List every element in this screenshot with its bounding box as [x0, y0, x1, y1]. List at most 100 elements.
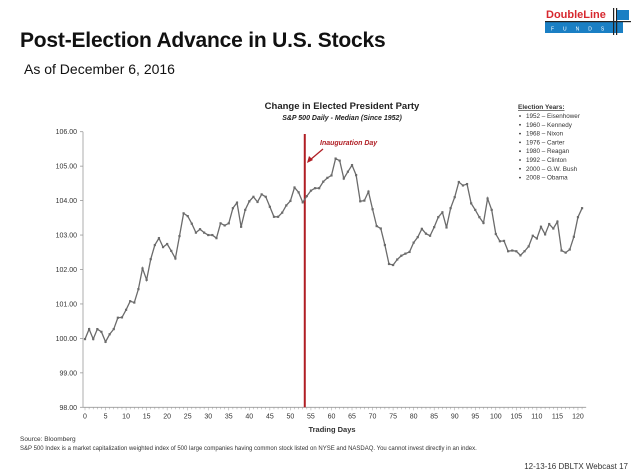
data-point	[523, 250, 526, 253]
data-point	[231, 207, 234, 210]
data-point	[219, 222, 222, 225]
x-tick-label: 100	[490, 413, 502, 420]
data-point	[170, 249, 173, 252]
data-point	[244, 208, 247, 212]
bullet-icon	[519, 159, 521, 161]
data-point	[433, 226, 436, 229]
data-point	[355, 174, 358, 177]
data-point	[527, 245, 530, 248]
data-point	[194, 231, 198, 234]
y-tick-label: 101.00	[56, 301, 78, 308]
y-tick-label: 100.00	[56, 336, 78, 343]
data-point	[313, 187, 317, 190]
arrowhead-icon	[307, 156, 313, 163]
data-point	[375, 224, 378, 228]
data-point	[350, 164, 354, 167]
data-point	[437, 216, 440, 219]
x-tick-label: 5	[104, 413, 108, 420]
x-tick-label: 75	[389, 413, 397, 420]
data-point	[268, 205, 271, 208]
data-point	[207, 233, 210, 237]
data-point	[252, 195, 255, 198]
x-tick-label: 15	[143, 413, 151, 420]
data-point	[511, 249, 514, 252]
data-point	[318, 187, 321, 190]
data-point	[449, 207, 452, 210]
legend-heading: Election Years:	[518, 104, 565, 111]
data-point	[572, 235, 575, 238]
bullet-icon	[519, 115, 521, 117]
data-point	[305, 195, 308, 198]
bullet-icon	[519, 176, 521, 179]
x-tick-label: 0	[83, 413, 87, 420]
data-point	[203, 231, 206, 234]
data-point	[235, 201, 239, 204]
x-tick-label: 105	[510, 413, 522, 420]
data-point	[470, 202, 473, 205]
data-point	[543, 233, 547, 236]
data-point	[486, 197, 489, 200]
source-note: Source: Bloomberg	[20, 436, 76, 443]
x-tick-label: 45	[266, 413, 274, 420]
data-point	[560, 249, 563, 252]
data-point	[297, 191, 300, 194]
data-point	[161, 246, 165, 249]
data-point	[322, 180, 325, 183]
data-point	[379, 227, 382, 230]
data-point	[190, 222, 193, 225]
x-tick-label: 30	[204, 413, 212, 420]
data-point	[285, 204, 288, 207]
data-point	[256, 200, 259, 204]
y-tick-label: 99.00	[59, 370, 77, 377]
data-point	[371, 208, 374, 211]
data-point	[490, 208, 493, 212]
y-tick-label: 106.00	[56, 129, 78, 136]
data-point	[457, 180, 460, 184]
bullet-icon	[519, 123, 521, 126]
bullet-icon	[519, 150, 521, 153]
data-point	[342, 177, 345, 180]
data-point	[240, 225, 243, 228]
data-point	[141, 267, 144, 270]
data-point	[112, 327, 115, 331]
data-point	[223, 224, 226, 227]
data-point	[92, 337, 95, 341]
data-point	[129, 300, 132, 303]
inauguration-label: Inauguration Day	[320, 140, 378, 147]
data-point	[515, 250, 518, 253]
data-point	[186, 215, 189, 218]
chart-title: Change in Elected President Party	[265, 101, 420, 112]
series-line	[84, 157, 583, 344]
data-point	[346, 170, 350, 173]
data-point	[576, 216, 580, 219]
data-point	[108, 333, 111, 336]
x-tick-label: 90	[451, 413, 459, 420]
svg-text:FUNDS: FUNDS	[551, 27, 613, 33]
data-point	[301, 201, 304, 204]
data-point	[96, 327, 99, 331]
index-disclaimer: S&P 500 Index is a market capitalization…	[20, 446, 477, 452]
data-point	[404, 252, 407, 255]
doubleline-logo: DoubleLine FUNDS	[545, 8, 631, 35]
y-tick-label: 98.00	[59, 405, 77, 412]
bullet-icon	[519, 167, 521, 170]
bullet-icon	[519, 132, 521, 135]
data-point	[568, 248, 571, 251]
data-point	[387, 262, 391, 266]
data-point	[416, 236, 419, 239]
data-point	[580, 207, 584, 210]
data-point	[507, 250, 510, 253]
data-point	[539, 225, 543, 228]
data-point	[396, 258, 399, 261]
data-point	[83, 337, 87, 341]
data-point	[531, 234, 534, 237]
data-point	[498, 240, 502, 243]
legend-item: 1952 – Eisenhower	[526, 113, 580, 120]
data-point	[392, 263, 395, 267]
data-point	[400, 254, 403, 257]
data-point	[383, 243, 386, 247]
legend-item: 1968 – Nixon	[526, 131, 564, 138]
y-tick-label: 104.00	[56, 198, 78, 205]
x-tick-label: 35	[225, 413, 233, 420]
data-point	[535, 237, 538, 240]
